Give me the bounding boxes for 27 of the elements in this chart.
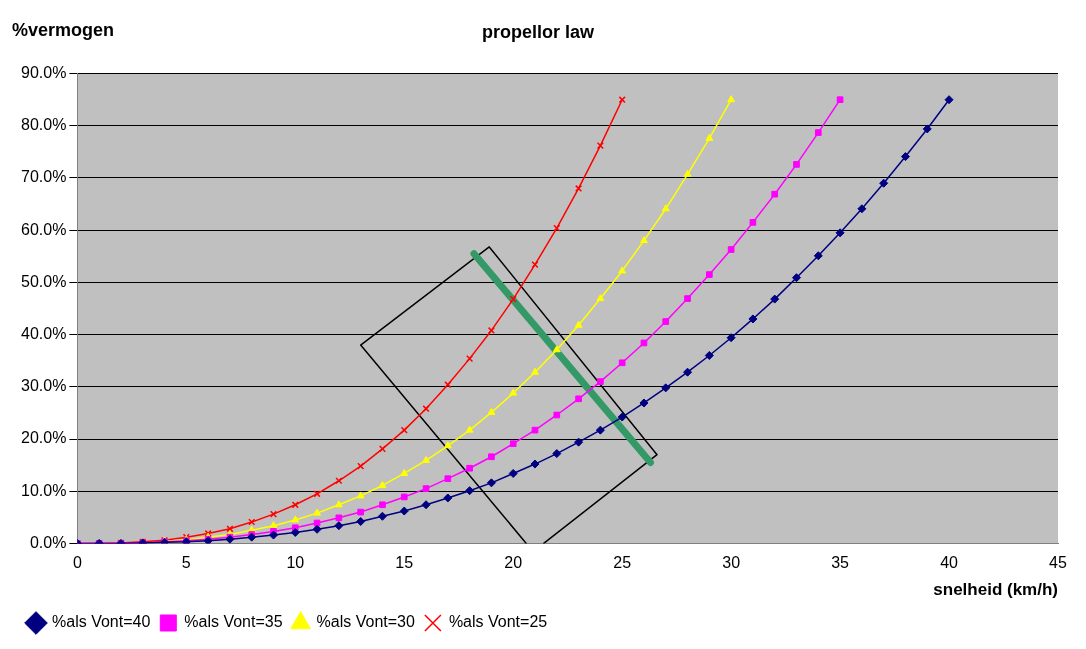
- y-tick-label: 70.0%: [20, 168, 67, 186]
- y-tick-label: 60.0%: [20, 220, 67, 238]
- y-tick-label: 80.0%: [20, 116, 67, 134]
- y-tick-label: 0.0%: [29, 533, 67, 551]
- x-tick-label: 35: [831, 554, 850, 572]
- legend-label: %als Vont=25: [448, 613, 548, 631]
- legend-label: %als Vont=35: [184, 613, 283, 631]
- y-tick-label: 40.0%: [20, 325, 67, 343]
- y-tick-label: 20.0%: [20, 429, 67, 447]
- x-tick-label: 10: [286, 554, 305, 572]
- x-tick-label: 20: [504, 554, 523, 572]
- y-axis-title: %vermogen: [12, 20, 115, 41]
- x-tick-label: 0: [72, 554, 82, 572]
- y-tick-label: 90.0%: [20, 64, 67, 82]
- y-tick-label: 50.0%: [20, 272, 67, 290]
- x-axis-title: snelheid (km/h): [933, 580, 1058, 600]
- x-tick-label: 15: [395, 554, 414, 572]
- x-tick-label: 25: [613, 554, 632, 572]
- legend-label: %als Vont=30: [316, 613, 415, 631]
- x-tick-label: 45: [1049, 554, 1067, 572]
- x-tick-label: 30: [722, 554, 741, 572]
- y-tick-label: 30.0%: [20, 377, 67, 395]
- chart-title: propellor law: [481, 21, 595, 42]
- legend-label: %als Vont=40: [52, 613, 151, 631]
- x-tick-label: 40: [940, 554, 959, 572]
- x-tick-label: 5: [181, 554, 191, 572]
- y-tick-label: 10.0%: [20, 481, 67, 499]
